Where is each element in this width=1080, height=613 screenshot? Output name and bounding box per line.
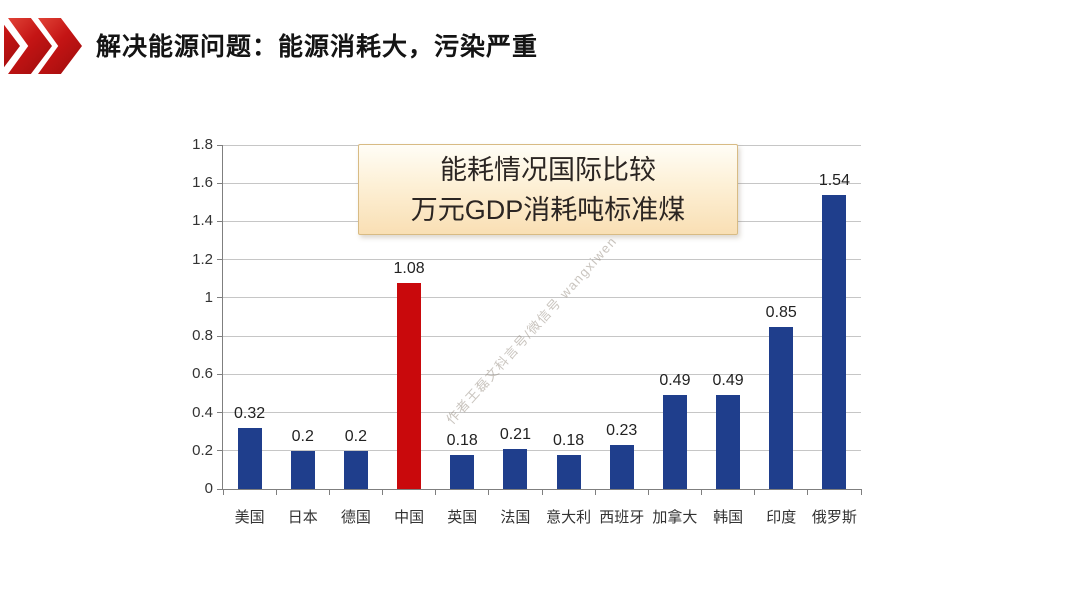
chart-title-line2: 万元GDP消耗吨标准煤: [410, 194, 686, 225]
y-axis-tick-label: 1.6: [192, 174, 213, 192]
bar-value-label: 0.2: [344, 427, 368, 445]
x-axis-label: 印度: [766, 509, 797, 526]
x-axis-tick: [222, 490, 224, 495]
y-axis-tick: [217, 259, 223, 261]
bar-value-label: 0.49: [712, 372, 744, 390]
y-axis-tick-label: 1.2: [192, 250, 213, 268]
bar-英国: [450, 454, 475, 489]
y-axis-line: [222, 145, 223, 489]
gridline: [223, 450, 861, 452]
x-axis-label: 加拿大: [652, 509, 698, 526]
x-axis-label: 美国: [234, 509, 265, 526]
x-axis-tick: [435, 490, 437, 495]
y-axis-tick-label: 0: [204, 480, 213, 497]
y-axis-tick: [217, 220, 223, 222]
y-axis-tick: [217, 182, 223, 184]
bar-法国: [503, 448, 528, 489]
x-axis-tick: [860, 490, 862, 495]
y-axis-tick-label: 1.8: [192, 136, 213, 153]
x-axis-label: 西班牙: [599, 509, 645, 526]
bar-韩国: [716, 395, 741, 489]
x-axis-tick: [594, 490, 596, 495]
x-axis-tick: [647, 490, 649, 495]
y-axis-tick: [217, 373, 223, 375]
bar-value-label: 0.21: [499, 425, 531, 443]
x-axis-line: [222, 489, 862, 490]
gridline: [223, 412, 861, 414]
x-axis-tick: [807, 490, 809, 495]
x-axis-label: 中国: [394, 509, 425, 526]
y-axis-tick: [217, 144, 223, 146]
x-axis-tick: [275, 490, 277, 495]
y-axis-tick: [217, 297, 223, 299]
y-axis-tick-label: 1: [204, 288, 213, 306]
y-axis-tick: [217, 412, 223, 414]
bar-意大利: [556, 454, 581, 489]
bar-value-label: 0.18: [553, 431, 585, 449]
y-axis-tick: [217, 335, 223, 337]
bar-value-label: 1.08: [393, 259, 425, 277]
bar-德国: [343, 450, 368, 489]
x-axis-label: 韩国: [713, 509, 744, 526]
page-title: 解决能源问题：能源消耗大，污染严重: [96, 33, 539, 61]
bar-俄罗斯: [822, 194, 847, 489]
bar-西班牙: [609, 445, 634, 489]
bar-中国: [397, 282, 422, 489]
bar-value-label: 0.18: [446, 431, 478, 449]
x-axis-tick: [382, 490, 383, 495]
chart-title-line1: 能耗情况国际比较: [440, 154, 656, 185]
bar-value-label: 1.54: [818, 171, 850, 189]
x-axis-label: 俄罗斯: [811, 509, 857, 526]
gridline: [223, 297, 861, 299]
y-axis-tick: [217, 450, 223, 452]
x-axis-tick: [488, 490, 490, 495]
x-axis-label: 日本: [287, 509, 318, 526]
gridline: [223, 335, 861, 337]
gridline: [223, 373, 861, 375]
bar-value-label: 0.23: [606, 422, 638, 440]
y-axis-tick-label: 0.8: [192, 327, 213, 345]
bar-美国: [237, 427, 262, 489]
y-axis-tick: [217, 488, 223, 490]
x-axis-label: 法国: [500, 509, 531, 526]
x-axis-tick: [754, 490, 756, 495]
x-axis-label: 英国: [447, 509, 478, 526]
x-axis-label: 意大利: [546, 509, 592, 526]
y-axis-tick-label: 0.2: [192, 441, 213, 459]
bar-日本: [290, 450, 315, 489]
chart-title-box: 能耗情况国际比较 万元GDP消耗吨标准煤: [358, 144, 738, 235]
bar-印度: [769, 326, 794, 489]
bar-加拿大: [662, 395, 687, 489]
double-chevron-icon: [4, 16, 90, 76]
x-axis-tick: [701, 490, 702, 495]
x-axis-tick: [541, 490, 543, 495]
y-axis-tick-label: 1.4: [192, 212, 213, 230]
gridline: [223, 259, 861, 261]
y-axis-tick-label: 0.6: [192, 365, 213, 383]
x-axis-label: 德国: [340, 509, 371, 526]
bar-value-label: 0.49: [659, 372, 691, 390]
x-axis-tick: [328, 490, 330, 495]
bar-value-label: 0.85: [765, 303, 797, 321]
y-axis-tick-label: 0.4: [192, 403, 213, 421]
bar-value-label: 0.2: [291, 427, 314, 445]
bar-value-label: 0.32: [234, 404, 266, 422]
